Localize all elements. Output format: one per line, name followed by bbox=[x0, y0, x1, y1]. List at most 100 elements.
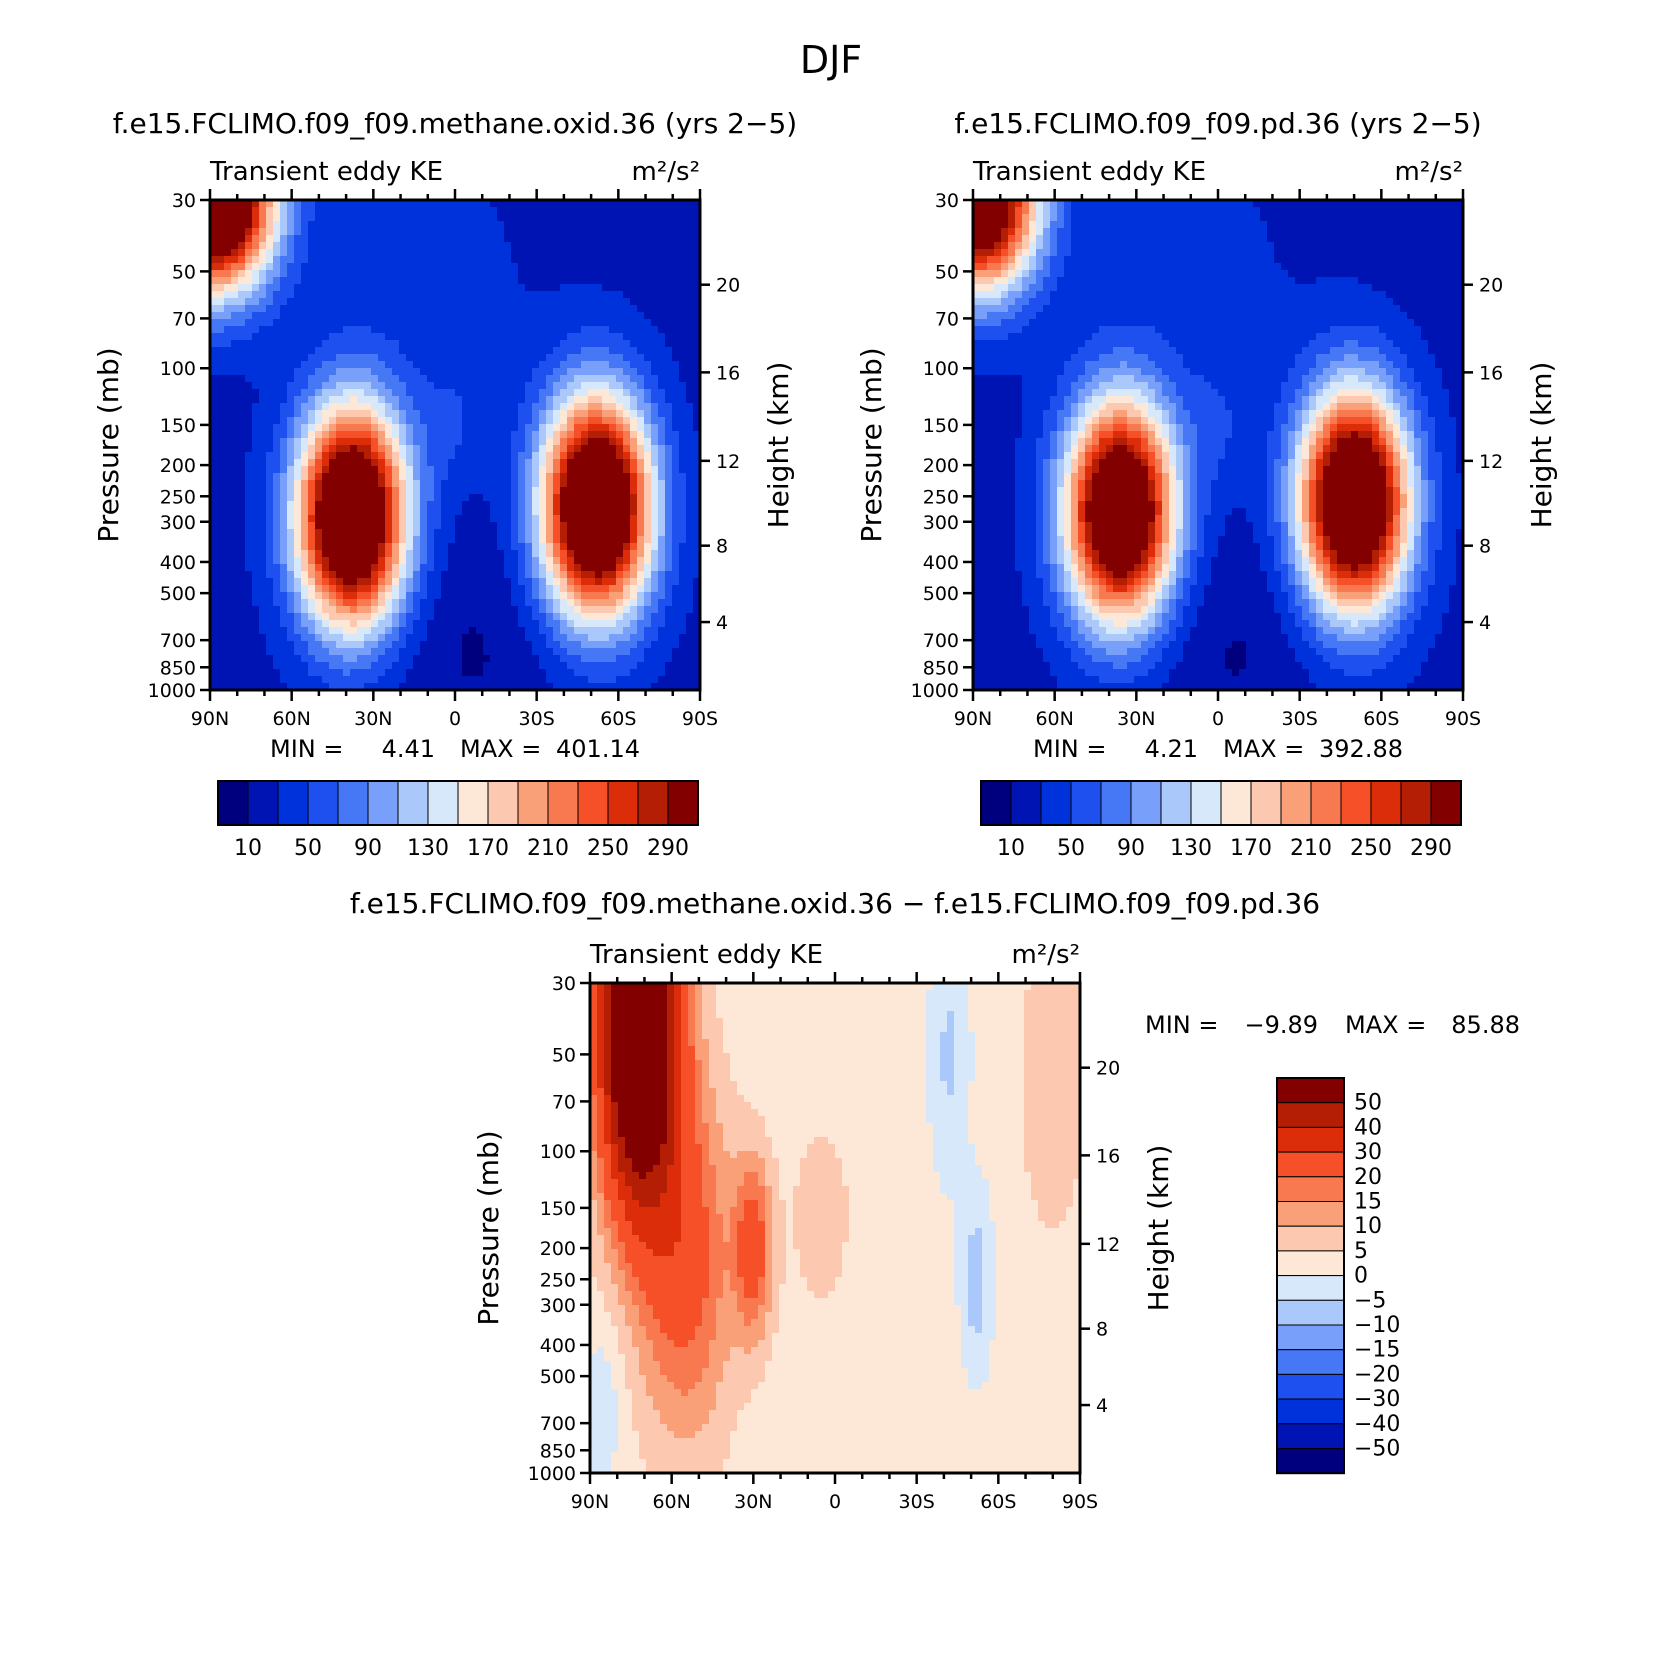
field-cell bbox=[476, 662, 484, 670]
field-cell bbox=[378, 452, 386, 460]
field-cell bbox=[343, 641, 351, 649]
field-cell bbox=[476, 550, 484, 558]
field-cell bbox=[399, 627, 407, 635]
field-cell bbox=[441, 389, 449, 397]
field-cell bbox=[210, 431, 218, 439]
field-cell bbox=[595, 263, 603, 271]
field-cell bbox=[420, 221, 428, 229]
field-cell bbox=[329, 438, 337, 446]
field-cell bbox=[511, 445, 519, 453]
field-cell bbox=[301, 487, 309, 495]
field-cell bbox=[518, 347, 526, 355]
field-cell bbox=[336, 256, 344, 264]
field-cell bbox=[322, 333, 330, 341]
field-cell bbox=[315, 396, 323, 404]
field-cell bbox=[336, 263, 344, 271]
field-cell bbox=[357, 480, 365, 488]
field-cell bbox=[448, 543, 456, 551]
field-cell bbox=[322, 550, 330, 558]
field-cell bbox=[427, 417, 435, 425]
field-cell bbox=[294, 515, 302, 523]
field-cell bbox=[434, 466, 442, 474]
field-cell bbox=[483, 592, 491, 600]
field-cell bbox=[364, 536, 372, 544]
field-cell bbox=[658, 242, 666, 250]
field-cell bbox=[357, 396, 365, 404]
field-cell bbox=[546, 564, 554, 572]
field-cell bbox=[679, 256, 687, 264]
field-cell bbox=[399, 396, 407, 404]
field-cell bbox=[546, 361, 554, 369]
field-cell bbox=[574, 571, 582, 579]
field-cell bbox=[322, 431, 330, 439]
field-cell bbox=[301, 242, 309, 250]
field-cell bbox=[238, 326, 246, 334]
field-cell bbox=[511, 375, 519, 383]
field-cell bbox=[252, 508, 260, 516]
field-cell bbox=[518, 403, 526, 411]
field-cell bbox=[287, 417, 295, 425]
field-cell bbox=[686, 242, 694, 250]
field-cell bbox=[301, 522, 309, 530]
field-cell bbox=[385, 298, 393, 306]
field-cell bbox=[686, 235, 694, 243]
field-cell bbox=[504, 627, 512, 635]
field-cell bbox=[476, 620, 484, 628]
field-cell bbox=[266, 676, 274, 684]
field-cell bbox=[462, 592, 470, 600]
field-cell bbox=[567, 410, 575, 418]
field-cell bbox=[406, 375, 414, 383]
field-cell bbox=[329, 270, 337, 278]
field-cell bbox=[637, 662, 645, 670]
field-cell bbox=[616, 466, 624, 474]
field-cell bbox=[462, 662, 470, 670]
field-cell bbox=[294, 424, 302, 432]
field-cell bbox=[350, 662, 358, 670]
field-cell bbox=[217, 648, 225, 656]
field-cell bbox=[399, 228, 407, 236]
field-cell bbox=[259, 326, 267, 334]
field-cell bbox=[441, 382, 449, 390]
field-cell bbox=[434, 305, 442, 313]
field-cell bbox=[602, 613, 610, 621]
field-cell bbox=[238, 319, 246, 327]
field-cell bbox=[280, 424, 288, 432]
field-cell bbox=[532, 557, 540, 565]
field-cell bbox=[427, 312, 435, 320]
field-cell bbox=[343, 291, 351, 299]
field-cell bbox=[679, 592, 687, 600]
field-cell bbox=[266, 368, 274, 376]
field-cell bbox=[469, 445, 477, 453]
field-cell bbox=[588, 333, 596, 341]
field-cell bbox=[371, 480, 379, 488]
field-cell bbox=[693, 347, 700, 355]
field-cell bbox=[525, 410, 533, 418]
field-cell bbox=[665, 459, 673, 467]
field-cell bbox=[322, 669, 330, 677]
field-cell bbox=[560, 676, 568, 684]
field-cell bbox=[532, 473, 540, 481]
field-cell bbox=[350, 298, 358, 306]
field-cell bbox=[672, 368, 680, 376]
field-cell bbox=[490, 277, 498, 285]
field-cell bbox=[273, 564, 281, 572]
field-cell bbox=[581, 522, 589, 530]
field-cell bbox=[287, 550, 295, 558]
field-cell bbox=[679, 382, 687, 390]
field-cell bbox=[378, 403, 386, 411]
field-cell bbox=[602, 606, 610, 614]
field-cell bbox=[245, 676, 253, 684]
field-cell bbox=[329, 571, 337, 579]
field-cell bbox=[504, 543, 512, 551]
field-cell bbox=[343, 396, 351, 404]
field-cell bbox=[231, 326, 239, 334]
field-cell bbox=[413, 284, 421, 292]
field-cell bbox=[343, 487, 351, 495]
field-cell bbox=[329, 648, 337, 656]
field-cell bbox=[644, 242, 652, 250]
field-cell bbox=[273, 200, 281, 208]
field-cell bbox=[567, 655, 575, 663]
field-cell bbox=[581, 676, 589, 684]
field-cell bbox=[329, 466, 337, 474]
field-cell bbox=[630, 459, 638, 467]
